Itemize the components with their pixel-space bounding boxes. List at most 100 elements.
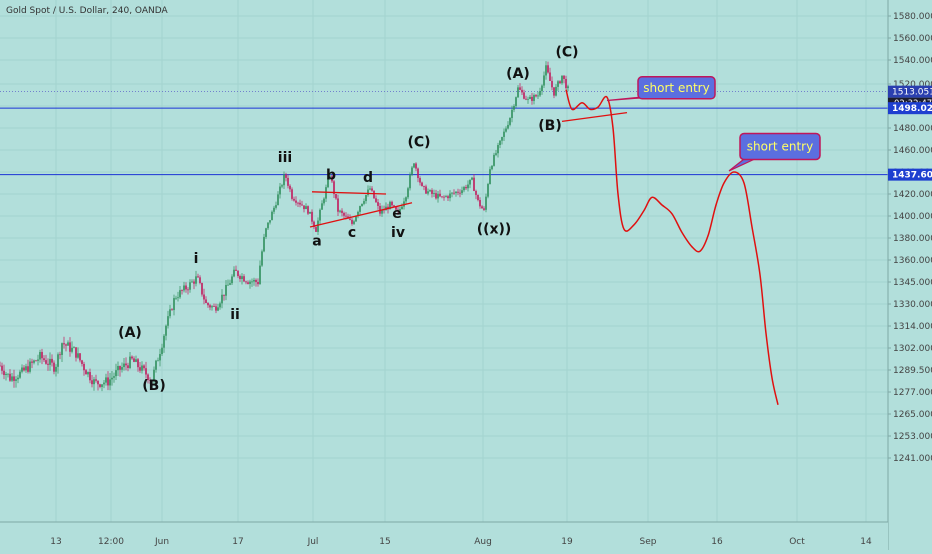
candle-body — [161, 347, 163, 355]
candle-body — [173, 298, 175, 311]
price-tick-label: 1330.000 — [893, 300, 932, 310]
candle-body — [89, 372, 91, 381]
candle-body — [509, 117, 511, 125]
price-tick-label: 1314.000 — [893, 322, 932, 332]
candle-body — [521, 89, 523, 93]
candle-body — [125, 363, 127, 366]
candle-body — [215, 306, 217, 311]
price-tick-label: 1400.000 — [893, 212, 932, 222]
candle-body — [345, 215, 347, 217]
candle-body — [471, 177, 473, 180]
candle-body — [213, 306, 215, 307]
candle-body — [17, 377, 19, 380]
candle-body — [0, 365, 1, 367]
candle-body — [85, 370, 87, 375]
candle-body — [39, 351, 41, 360]
price-tick-label: 1560.000 — [893, 34, 932, 44]
price-tick-label: 1265.000 — [893, 410, 932, 420]
candle-body — [9, 373, 11, 381]
candle-body — [195, 276, 197, 284]
candle-body — [3, 370, 5, 375]
candle-body — [469, 179, 471, 185]
time-tick-label: Aug — [474, 537, 492, 547]
candle-body — [455, 191, 457, 194]
candle-body — [235, 269, 237, 271]
candle-body — [229, 283, 231, 285]
level-price-tag — [888, 102, 932, 115]
candle-body — [11, 376, 13, 381]
candle-body — [561, 75, 563, 84]
candle-body — [135, 359, 137, 362]
candle-body — [61, 343, 63, 355]
candle-body — [409, 174, 411, 189]
candle-body — [263, 236, 265, 252]
wave-label: (A) — [118, 325, 142, 341]
candle-body — [419, 178, 421, 183]
candle-body — [453, 192, 455, 194]
candle-body — [405, 197, 407, 202]
candle-body — [503, 131, 505, 137]
current-price-value: 1513.051 — [892, 88, 932, 98]
candle-body — [417, 168, 419, 179]
time-tick-label: 16 — [711, 537, 723, 547]
projection-line — [565, 89, 779, 405]
candle-body — [337, 198, 339, 212]
candle-body — [203, 294, 205, 300]
candle-body — [27, 366, 29, 372]
candle-body — [467, 184, 469, 189]
candle-body — [329, 176, 331, 179]
candle-body — [47, 363, 49, 365]
candle-body — [223, 294, 225, 296]
candle-body — [95, 379, 97, 381]
candle-body — [353, 221, 355, 224]
price-tick-label: 1420.000 — [893, 190, 932, 200]
candle-body — [7, 373, 9, 375]
grid-lines — [0, 0, 888, 522]
candle-body — [461, 190, 463, 194]
candle-body — [99, 384, 101, 387]
candle-body — [487, 184, 489, 197]
price-tick-label: 1460.000 — [893, 146, 932, 156]
candle-body — [121, 367, 123, 370]
candle-body — [267, 222, 269, 229]
candle-body — [19, 371, 21, 378]
price-tick-label: 1380.000 — [893, 234, 932, 244]
time-tick-label: Jun — [154, 537, 169, 547]
candle-body — [559, 81, 561, 84]
candle-body — [431, 190, 433, 194]
candle-body — [237, 270, 239, 277]
candle-body — [13, 376, 15, 381]
wave-label: a — [312, 234, 321, 250]
candle-body — [177, 297, 179, 299]
candle-body — [281, 185, 283, 187]
candle-body — [527, 98, 529, 100]
candle-body — [129, 356, 131, 368]
candle-body — [265, 228, 267, 237]
candle-body — [513, 105, 515, 110]
candle-body — [451, 192, 453, 194]
price-tick-label: 1302.000 — [893, 344, 932, 354]
candle-body — [179, 290, 181, 298]
candle-body — [245, 281, 247, 283]
candle-body — [511, 109, 513, 118]
candle-body — [309, 211, 311, 214]
candle-body — [371, 188, 373, 191]
candle-body — [283, 174, 285, 186]
callouts: short entry short entry — [606, 76, 821, 172]
candle-body — [269, 220, 271, 223]
time-axis-panel — [0, 522, 888, 550]
candle-body — [535, 95, 537, 97]
candle-body — [443, 196, 445, 198]
candle-body — [227, 284, 229, 286]
candle-body — [45, 360, 47, 364]
candle-body — [415, 163, 417, 169]
candle-body — [189, 282, 191, 290]
candle-body — [491, 165, 493, 170]
current-price-tag — [888, 85, 932, 98]
candle-body — [355, 216, 357, 222]
candle-body — [209, 305, 211, 308]
candle-body — [539, 91, 541, 96]
